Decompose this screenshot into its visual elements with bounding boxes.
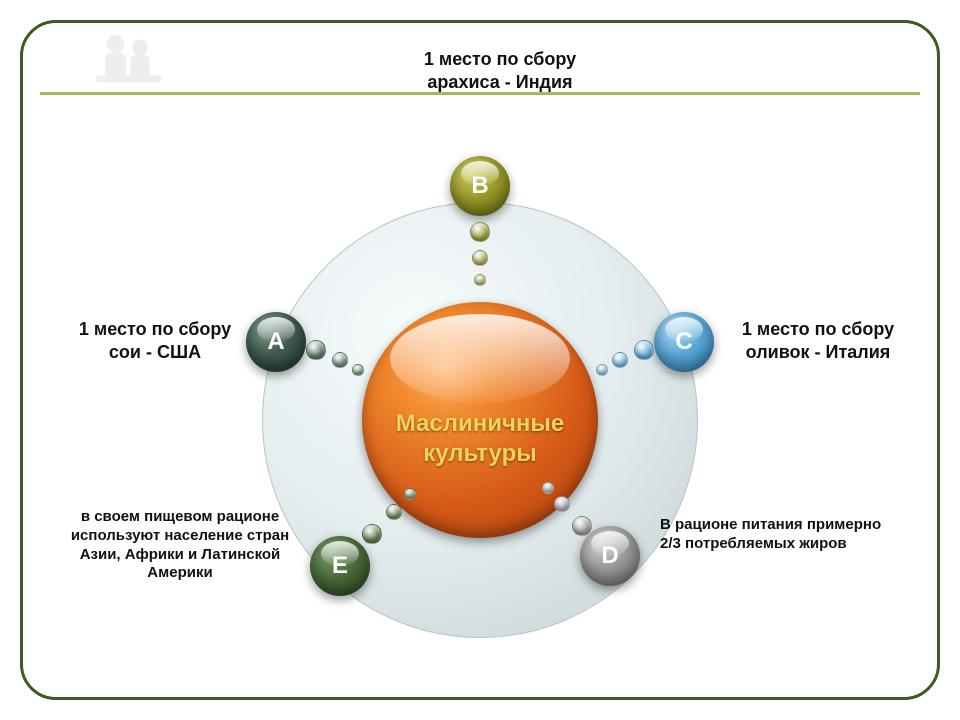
center-label-line1: Маслиничные [396,409,565,439]
connector-dot [554,496,570,512]
connector-dot [472,250,488,266]
node-orb-d: D [580,526,640,586]
center-label-line2: культуры [423,439,536,469]
node-orb-e: E [310,536,370,596]
connector-dot [404,488,416,500]
connector-dot [352,364,364,376]
connector-dot [634,340,654,360]
node-letter-a: A [267,328,284,356]
diagram-stage: Маслиничные культуры A B C D E 1 место п… [0,0,960,720]
connector-dot [612,352,628,368]
connector-dot [542,482,554,494]
connector-dot [572,516,592,536]
label-c: 1 место по сбору оливок - Италия [728,318,908,363]
label-b: 1 место по сбору арахиса - Индия [390,48,610,93]
node-letter-d: D [601,542,618,570]
connector-dot [306,340,326,360]
label-a: 1 место по сбору сои - США [70,318,240,363]
connector-dot [596,364,608,376]
node-letter-b: B [471,172,488,200]
node-orb-b: B [450,156,510,216]
node-letter-c: C [675,328,692,356]
node-letter-e: E [332,552,348,580]
node-orb-a: A [246,312,306,372]
node-orb-c: C [654,312,714,372]
connector-dot [386,504,402,520]
connector-dot [470,222,490,242]
connector-dot [332,352,348,368]
label-e: в своем пищевом рационе используют насел… [70,508,290,583]
connector-dot [362,524,382,544]
connector-dot [474,274,486,286]
label-d: В рационе питания примерно 2/3 потребляе… [660,516,890,554]
